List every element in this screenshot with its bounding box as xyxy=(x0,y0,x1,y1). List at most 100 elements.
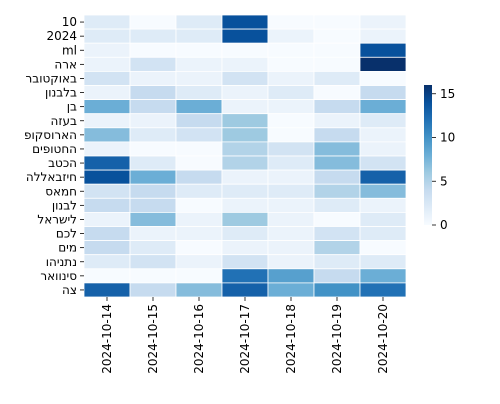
heatmap-cell xyxy=(359,240,407,256)
heatmap-cell xyxy=(267,71,315,86)
heatmap-cell xyxy=(267,28,315,44)
heatmap-cell xyxy=(175,282,223,298)
heatmap-cell xyxy=(313,42,361,58)
heatmap-cell xyxy=(267,113,315,129)
heatmap-cell xyxy=(83,42,131,58)
heatmap-cell xyxy=(83,268,131,284)
heatmap-cell xyxy=(129,42,177,58)
heatmap-cell xyxy=(313,113,361,129)
heatmap-cell xyxy=(221,282,269,298)
x-tick-labels: 2024-10-14 2024-10-15 2024-10-16 2024-10-17… xyxy=(100,297,390,374)
heatmap-cell xyxy=(175,254,223,270)
heatmap-cell xyxy=(267,254,315,270)
heatmap-cell xyxy=(221,42,269,58)
heatmap-cell xyxy=(359,183,407,199)
heatmap-cell xyxy=(267,14,315,30)
y-tick-label: 2024 xyxy=(46,29,77,43)
y-tick-label: חיזבאללה xyxy=(26,170,77,184)
heatmap-cell xyxy=(313,155,361,171)
colorbar-tick-label: 10 xyxy=(440,131,455,145)
heatmap-cell xyxy=(267,282,315,298)
heatmap-cell xyxy=(129,113,177,129)
heatmap-cell xyxy=(221,71,269,86)
heatmap-cell xyxy=(359,226,407,242)
heatmap-cell xyxy=(267,127,315,143)
heatmap-cell xyxy=(129,155,177,171)
heatmap-cell xyxy=(175,113,223,129)
colorbar-tick-label: 0 xyxy=(440,218,448,232)
heatmap-cell xyxy=(359,56,407,72)
heatmap-cell xyxy=(359,127,407,143)
heatmap-cell xyxy=(313,99,361,115)
heatmap-cell xyxy=(221,197,269,213)
heatmap-cell xyxy=(83,226,131,242)
y-tick-label: ml xyxy=(62,43,77,57)
x-tick-label: 2024-10-16 xyxy=(192,304,206,374)
heatmap-cell xyxy=(267,268,315,284)
heatmap-cell xyxy=(175,183,223,199)
heatmap-cell xyxy=(313,127,361,143)
heatmap-cell xyxy=(175,155,223,171)
heatmap-cell xyxy=(175,42,223,58)
heatmap-cell xyxy=(129,211,177,227)
heatmap-cell xyxy=(129,28,177,44)
heatmap-cell xyxy=(313,71,361,86)
y-tick-label: ארה xyxy=(54,57,77,71)
heatmap-cell xyxy=(359,42,407,58)
heatmap-cell xyxy=(221,254,269,270)
y-tick-label: באוקטובר xyxy=(25,71,77,85)
heatmap-cell xyxy=(129,183,177,199)
heatmap-cell xyxy=(359,85,407,101)
heatmap-cell xyxy=(175,56,223,72)
y-tick-labels: 102024mlארהבאוקטוברבלבנוןבןבעזההארוסקופה… xyxy=(24,15,84,297)
heatmap-cell xyxy=(129,14,177,30)
heatmap-cell xyxy=(359,268,407,284)
heatmap-cell xyxy=(83,169,131,185)
heatmap-cell xyxy=(359,169,407,185)
y-tick-label: נתניהו xyxy=(46,255,77,269)
heatmap-cell xyxy=(221,14,269,30)
colorbar-tick-label: 5 xyxy=(440,174,448,188)
heatmap-cell xyxy=(313,240,361,256)
y-tick-label: 10 xyxy=(62,15,77,29)
heatmap-cell xyxy=(175,268,223,284)
y-tick-label: חמאס xyxy=(45,184,77,198)
y-tick-label: הכטב xyxy=(48,156,77,170)
heatmap-cell xyxy=(267,56,315,72)
x-tick-label: 2024-10-17 xyxy=(238,304,252,374)
heatmap-cell xyxy=(267,42,315,58)
heatmap-cell xyxy=(267,197,315,213)
heatmap-cell xyxy=(359,211,407,227)
heatmap-cell xyxy=(175,141,223,157)
heatmap-cell xyxy=(313,141,361,157)
heatmap-cell xyxy=(129,254,177,270)
colorbar: 0 5 10 15 xyxy=(424,85,455,232)
heatmap-cell xyxy=(129,127,177,143)
heatmap-cell xyxy=(221,226,269,242)
heatmap-cell xyxy=(83,254,131,270)
heatmap-cell xyxy=(313,169,361,185)
heatmap-cell xyxy=(221,268,269,284)
heatmap-cell xyxy=(129,197,177,213)
heatmap-cell xyxy=(129,268,177,284)
heatmap-cell xyxy=(221,127,269,143)
heatmap-cell xyxy=(267,85,315,101)
heatmap-cell xyxy=(83,197,131,213)
heatmap-cell xyxy=(313,14,361,30)
heatmap-cell xyxy=(359,14,407,30)
heatmap-cell xyxy=(175,99,223,115)
y-tick-label: סינוואר xyxy=(40,269,77,283)
heatmap-cell xyxy=(313,197,361,213)
heatmap-cell xyxy=(129,99,177,115)
heatmap-cell xyxy=(175,28,223,44)
heatmap-cell xyxy=(221,155,269,171)
heatmap-cell xyxy=(267,240,315,256)
heatmap-cell xyxy=(359,113,407,129)
x-tick-label: 2024-10-18 xyxy=(284,304,298,374)
heatmap-cell xyxy=(221,113,269,129)
heatmap-cell xyxy=(359,99,407,115)
heatmap-cell xyxy=(129,169,177,185)
heatmap-cell xyxy=(221,211,269,227)
heatmap-cell xyxy=(129,71,177,86)
colorbar-tick-label: 15 xyxy=(440,87,455,101)
